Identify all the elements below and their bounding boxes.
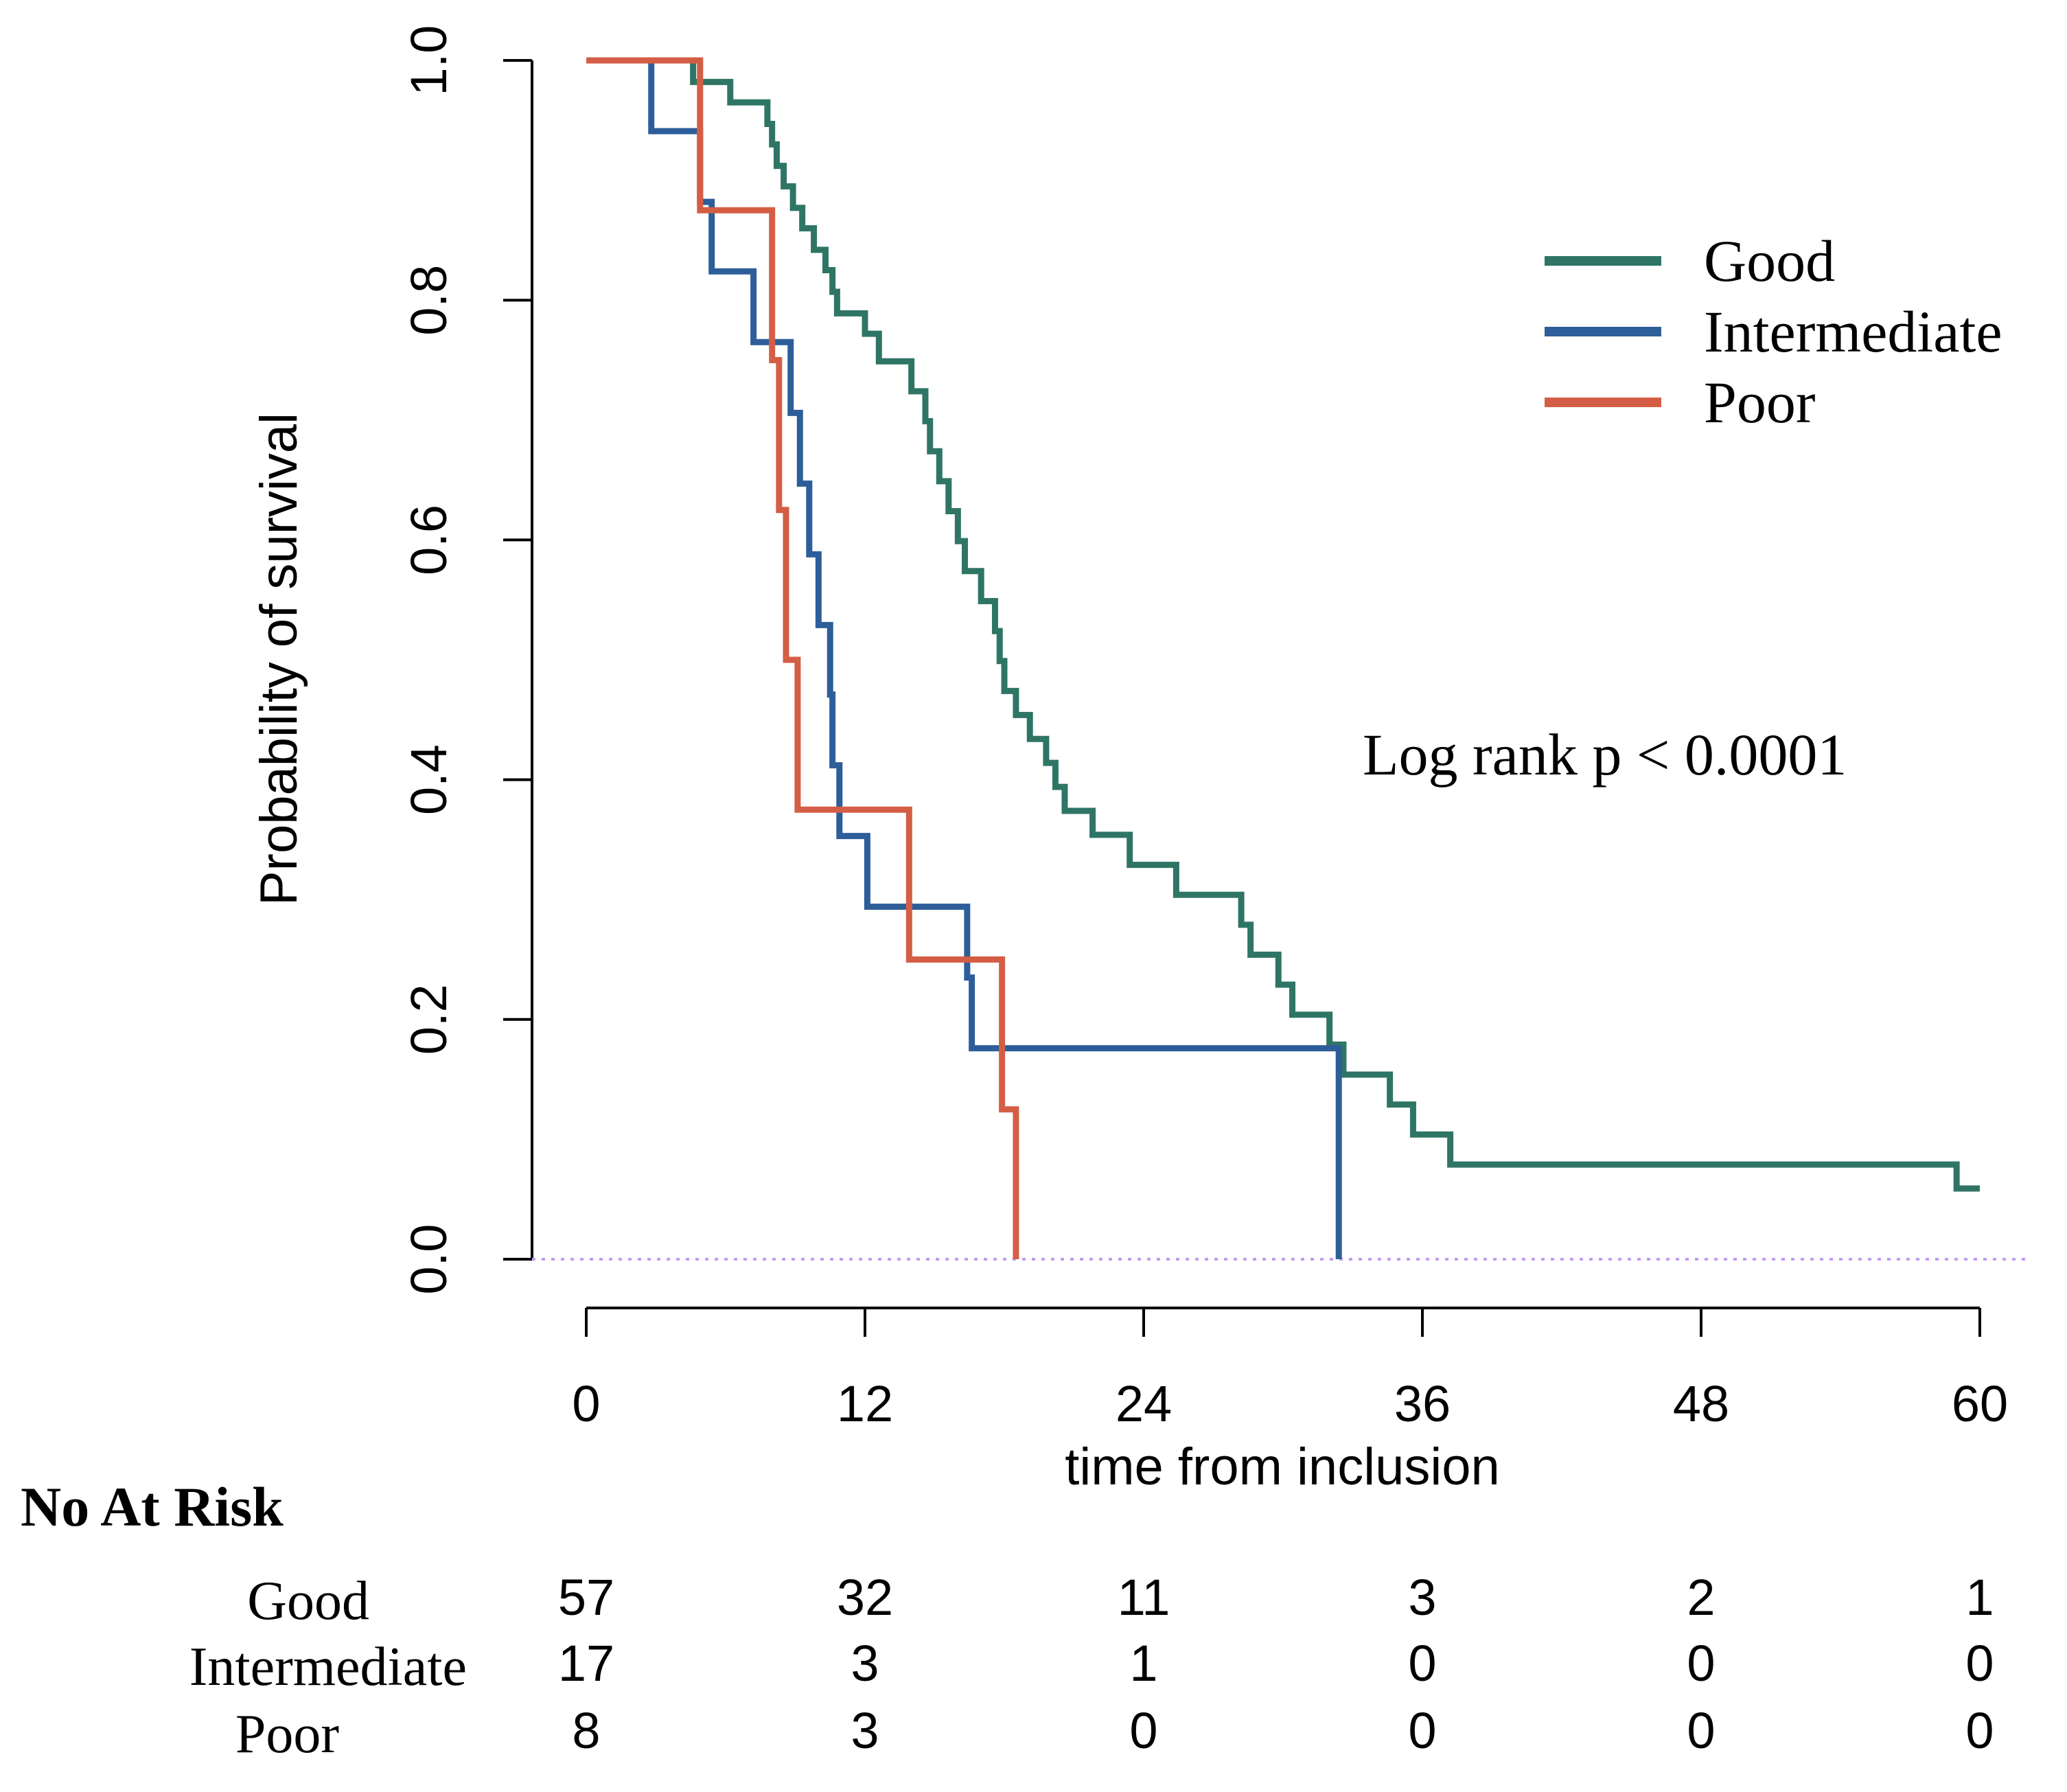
risk-count: 0	[1687, 1635, 1715, 1692]
risk-table-title: No At Risk	[21, 1475, 284, 1538]
risk-count: 1	[1965, 1569, 1994, 1626]
risk-count: 0	[1965, 1635, 1994, 1692]
y-tick-label: 0.0	[400, 1224, 457, 1295]
risk-count: 0	[1687, 1702, 1715, 1759]
risk-count: 0	[1965, 1702, 1994, 1759]
logrank-annotation: Log rank p < 0.0001	[1363, 722, 1847, 788]
y-tick-label: 0.2	[400, 984, 457, 1055]
y-tick-label: 0.6	[400, 505, 457, 575]
x-tick-label: 60	[1952, 1375, 2008, 1432]
risk-row-label: Poor	[235, 1704, 339, 1765]
risk-count: 8	[572, 1702, 600, 1759]
legend-label-intermediate: Intermediate	[1704, 299, 2002, 365]
risk-count: 3	[851, 1702, 879, 1759]
risk-row-label: Intermediate	[189, 1637, 467, 1697]
risk-count: 57	[558, 1569, 614, 1626]
risk-count: 0	[1408, 1702, 1436, 1759]
curve-good	[586, 57, 1980, 1192]
risk-count: 32	[837, 1569, 893, 1626]
x-tick-label: 36	[1394, 1375, 1451, 1432]
legend-label-good: Good	[1704, 228, 1835, 294]
y-tick-label: 0.8	[400, 265, 457, 336]
risk-count: 3	[851, 1635, 879, 1692]
x-axis-label: time from inclusion	[1065, 1438, 1500, 1496]
risk-count: 3	[1408, 1569, 1436, 1626]
curve-intermediate	[586, 57, 1342, 1259]
x-tick-label: 48	[1673, 1375, 1729, 1432]
risk-count: 17	[558, 1635, 614, 1692]
y-tick-label: 0.4	[400, 744, 457, 815]
risk-count: 0	[1129, 1702, 1157, 1759]
x-tick-label: 12	[837, 1375, 893, 1432]
curve-poor	[586, 57, 1019, 1259]
risk-count: 0	[1408, 1635, 1436, 1692]
risk-count: 1	[1129, 1635, 1157, 1692]
x-tick-label: 0	[572, 1375, 600, 1432]
risk-count: 11	[1118, 1569, 1170, 1626]
x-tick-label: 24	[1116, 1375, 1172, 1432]
y-tick-label: 1.0	[400, 25, 457, 96]
risk-count: 2	[1687, 1569, 1715, 1626]
legend-label-poor: Poor	[1704, 369, 1815, 435]
y-axis-label: Probability of survival	[250, 413, 308, 906]
risk-row-label: Good	[247, 1571, 369, 1631]
